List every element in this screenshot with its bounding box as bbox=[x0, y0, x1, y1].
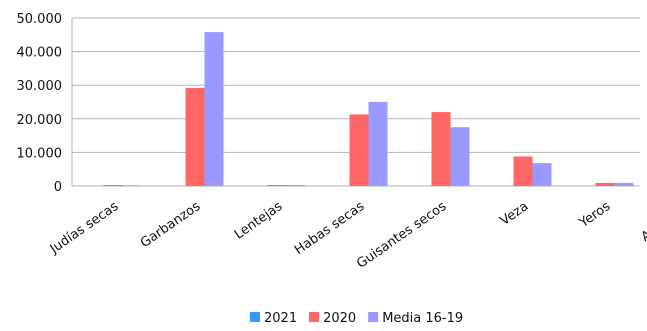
x-tick-label: Altramuz bbox=[639, 199, 647, 245]
bar-media-16-19 bbox=[450, 127, 470, 186]
x-axis: Judías secas Garbanzos Lentejas Habas secas… bbox=[47, 199, 647, 272]
y-tick-label: 30.000 bbox=[17, 79, 63, 94]
bar-2020 bbox=[185, 87, 205, 186]
legend-label: 2021 bbox=[264, 311, 297, 326]
y-tick-label: 10.000 bbox=[17, 146, 63, 161]
bar-2020 bbox=[431, 112, 451, 186]
bar-media-16-19 bbox=[532, 163, 552, 186]
x-tick-label: Judías secas bbox=[47, 199, 122, 258]
legend: 2021 2020 Media 16-19 bbox=[250, 311, 463, 326]
bar-2020 bbox=[595, 182, 615, 186]
legend-label: 2020 bbox=[323, 311, 356, 326]
x-tick-label: Veza bbox=[498, 199, 532, 229]
y-tick-label: 20.000 bbox=[17, 113, 63, 128]
x-tick-label: Guisantes secos bbox=[354, 199, 449, 272]
x-tick-label: Garbanzos bbox=[138, 199, 204, 251]
bar-2020 bbox=[513, 156, 533, 186]
bar-2020 bbox=[103, 184, 123, 186]
y-axis: 0 10.000 20.000 30.000 40.000 50.000 bbox=[17, 12, 73, 195]
bar-media-16-19 bbox=[122, 185, 142, 186]
bar-media-16-19 bbox=[368, 102, 388, 186]
x-tick-label: Habas secas bbox=[292, 199, 368, 258]
legend-label: Media 16-19 bbox=[382, 311, 463, 326]
bar-2020 bbox=[267, 184, 287, 186]
x-tick-label: Lentejas bbox=[232, 199, 286, 243]
bar-media-16-19 bbox=[204, 32, 224, 186]
bar-media-16-19 bbox=[286, 184, 306, 186]
y-tick-label: 50.000 bbox=[17, 12, 63, 27]
bar-2020 bbox=[349, 114, 369, 186]
legend-swatch bbox=[309, 312, 320, 322]
x-tick-label: Yeros bbox=[576, 199, 613, 231]
y-tick-label: 0 bbox=[54, 180, 62, 195]
y-tick-label: 40.000 bbox=[17, 46, 63, 61]
bars bbox=[103, 32, 634, 186]
bar-media-16-19 bbox=[614, 182, 634, 186]
legend-swatch bbox=[368, 312, 379, 322]
legend-swatch bbox=[250, 312, 260, 322]
